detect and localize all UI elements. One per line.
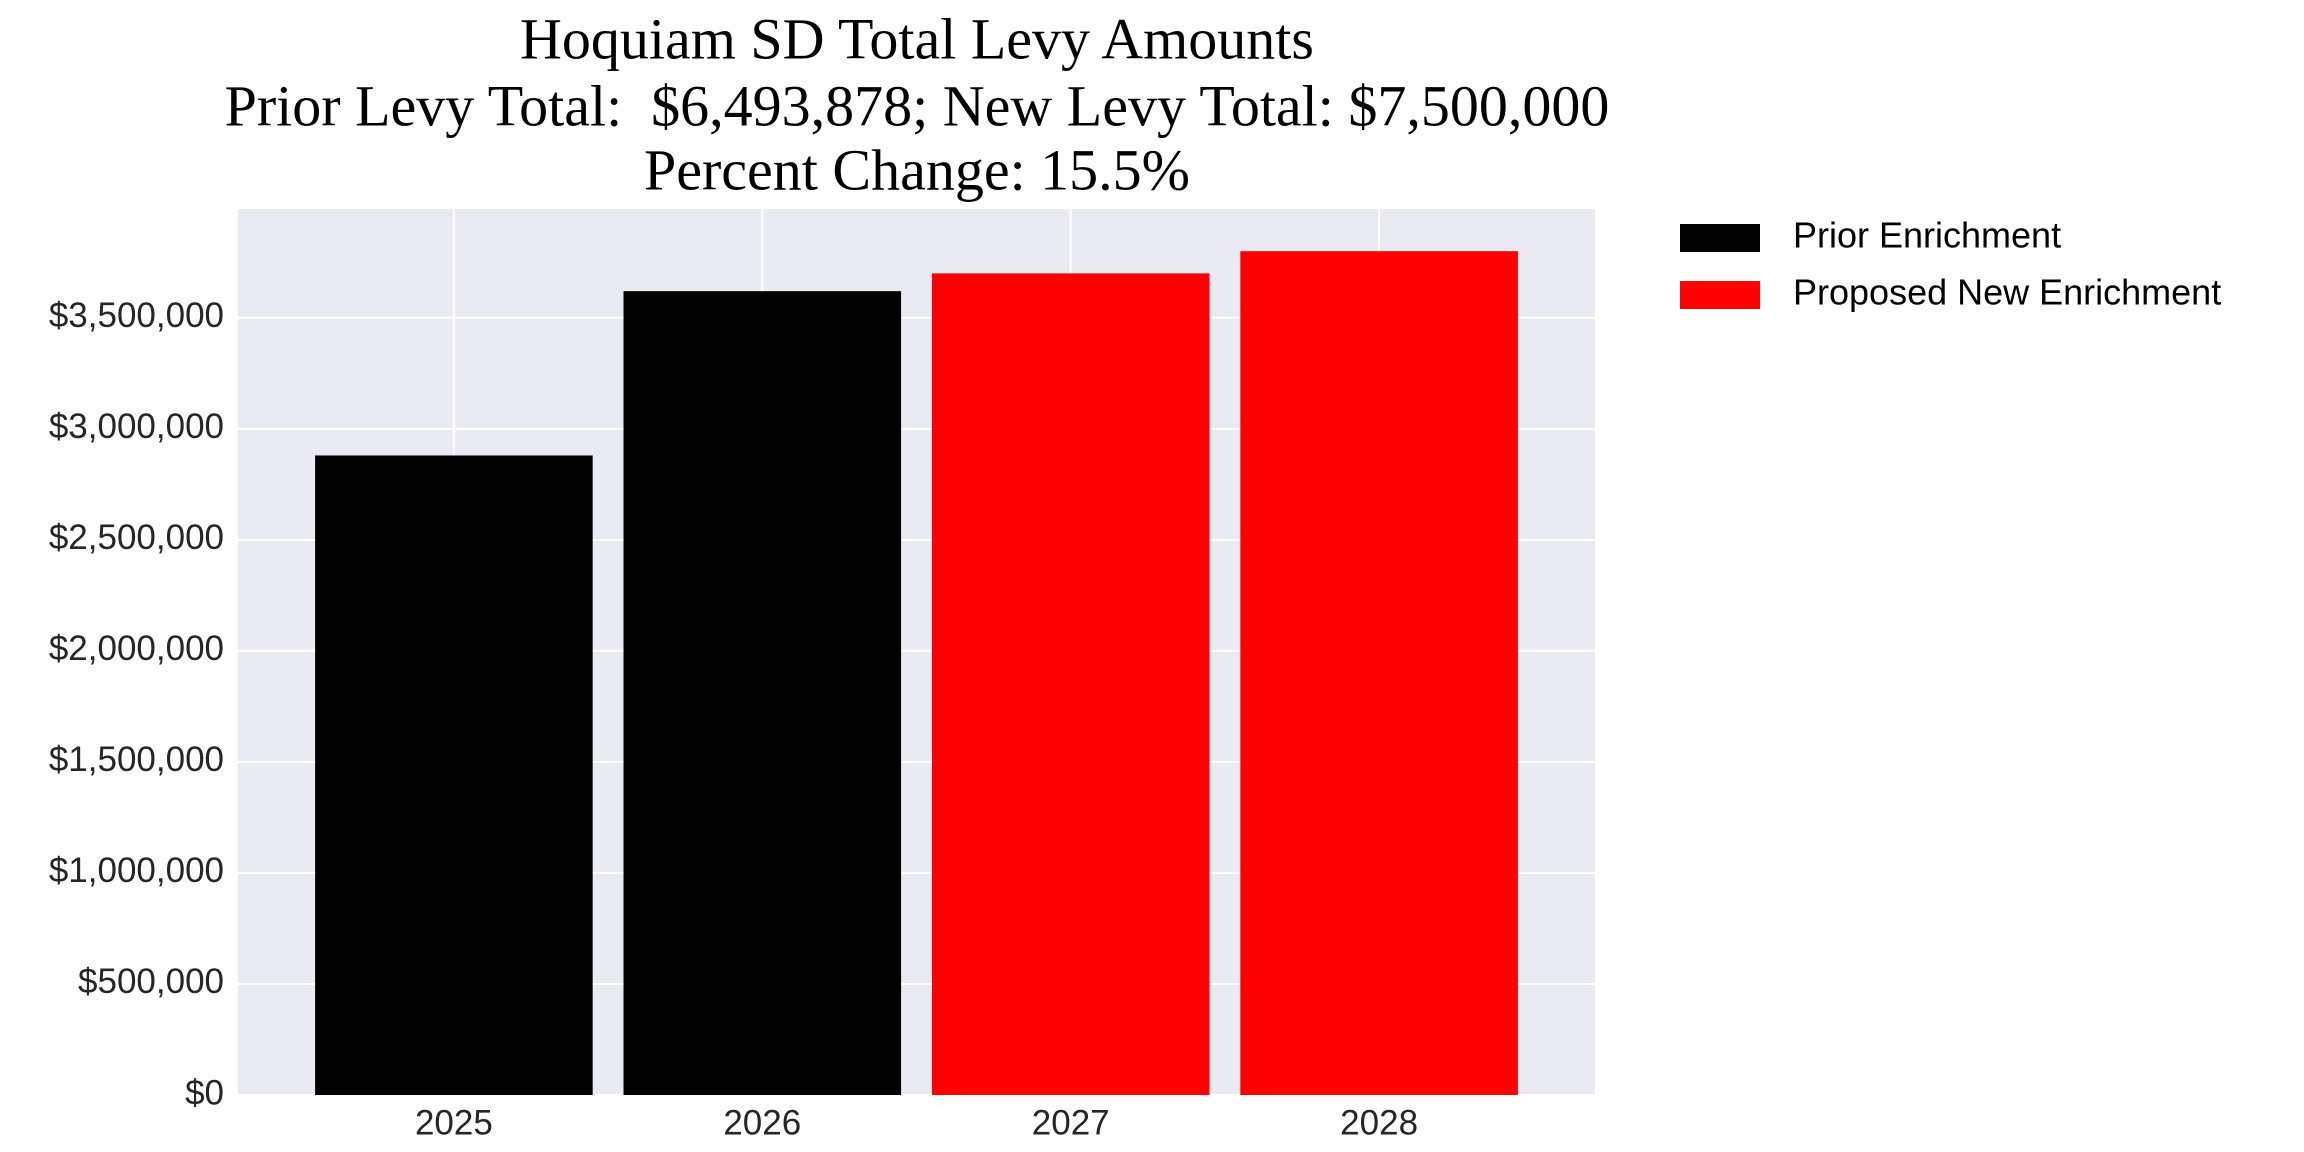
legend-label: Proposed New Enrichment xyxy=(1793,272,2221,313)
x-tick-label: 2025 xyxy=(415,1103,493,1142)
bar xyxy=(623,291,902,1095)
bar xyxy=(931,273,1210,1095)
bar xyxy=(1240,251,1518,1095)
y-tick-label: $3,500,000 xyxy=(49,296,224,335)
y-tick-label: $3,000,000 xyxy=(49,407,224,446)
y-tick-label: $500,000 xyxy=(78,962,224,1001)
x-tick-label: 2027 xyxy=(1032,1103,1110,1142)
y-tick-label: $0 xyxy=(185,1073,224,1112)
y-tick-label: $1,000,000 xyxy=(49,851,224,890)
y-tick-label: $2,000,000 xyxy=(49,629,224,668)
legend-swatch xyxy=(1680,224,1760,252)
y-tick-label: $1,500,000 xyxy=(49,740,224,779)
chart-title: Hoquiam SD Total Levy Amounts xyxy=(520,6,1314,71)
bar xyxy=(315,455,593,1095)
legend-swatch xyxy=(1680,281,1760,309)
legend-label: Prior Enrichment xyxy=(1793,215,2061,256)
chart-subtitle: Percent Change: 15.5% xyxy=(644,137,1190,202)
y-tick-label: $2,500,000 xyxy=(49,518,224,557)
x-tick-label: 2028 xyxy=(1340,1103,1418,1142)
chart-subtitle: Prior Levy Total: $6,493,878; New Levy T… xyxy=(225,73,1610,138)
x-tick-label: 2026 xyxy=(723,1103,801,1142)
